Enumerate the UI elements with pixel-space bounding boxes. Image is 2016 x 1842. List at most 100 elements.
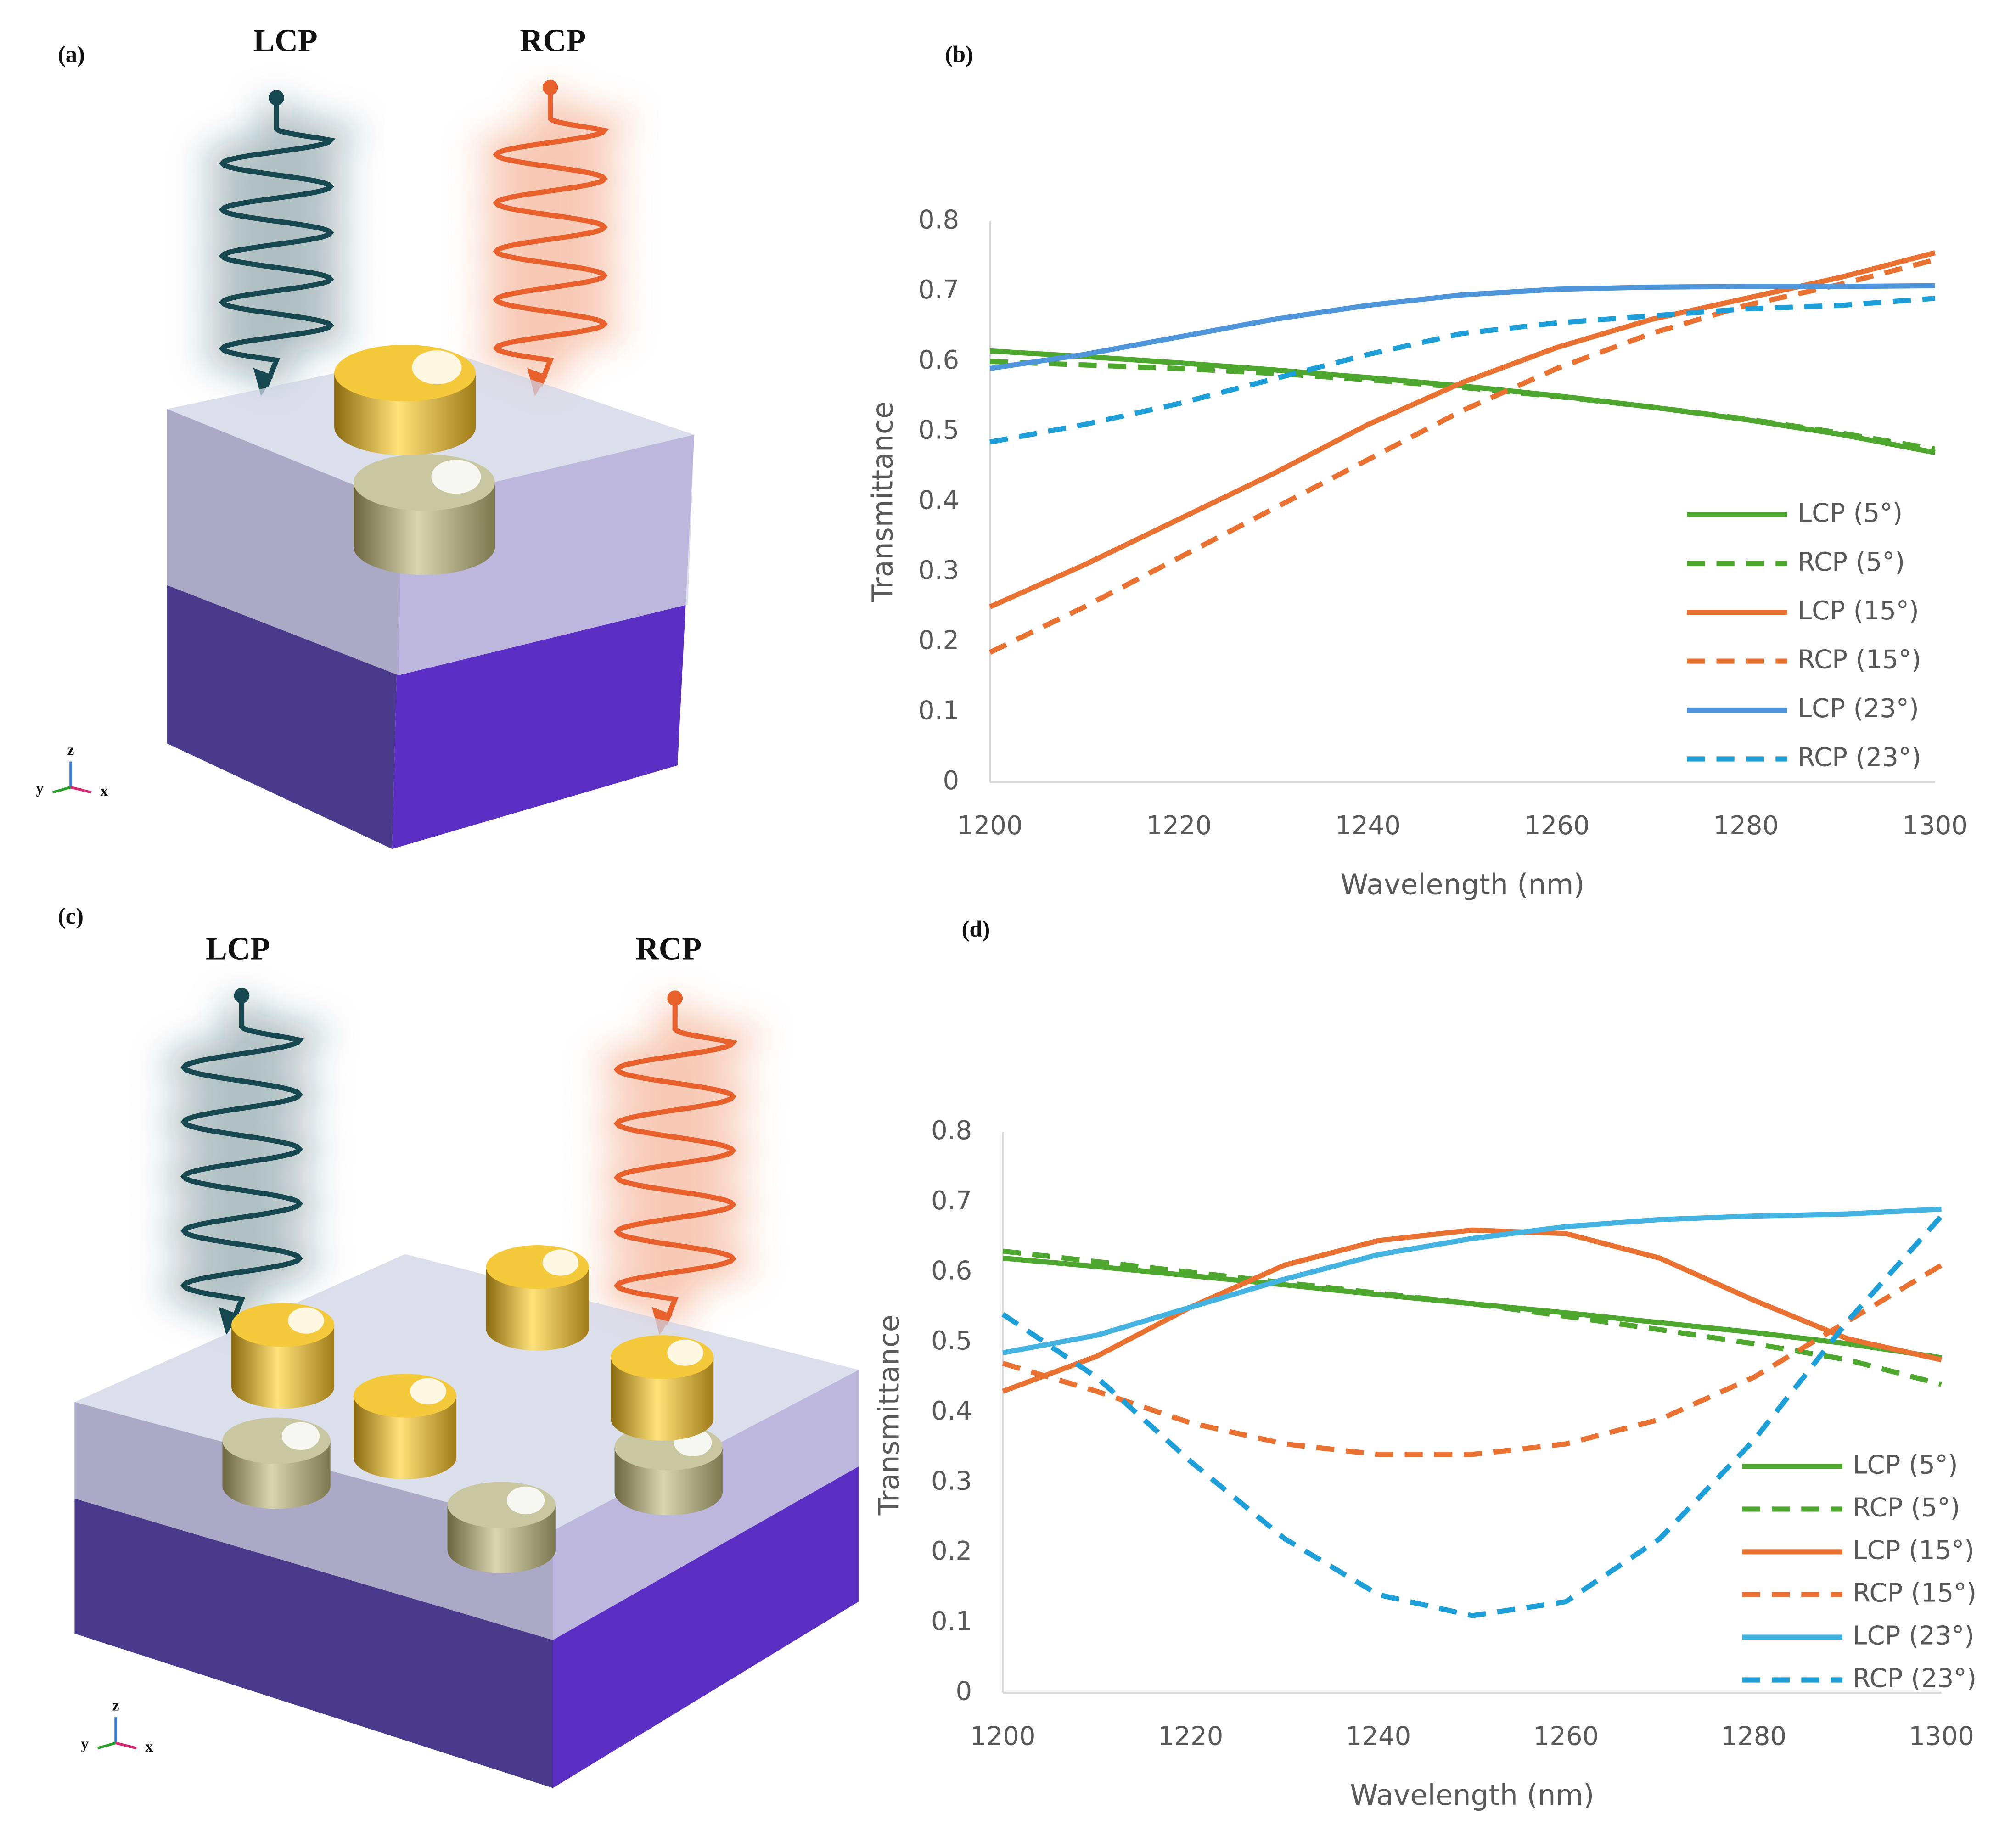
legend-label: RCP (5°): [1797, 547, 1905, 577]
beam: [219, 103, 336, 387]
x-tick-label: 1260: [1524, 811, 1590, 841]
cover-face: [167, 409, 401, 675]
x-tick-label: 1300: [1902, 811, 1968, 841]
series-line: [1002, 1255, 1942, 1360]
x-axis-title: Wavelength (nm): [1350, 1779, 1594, 1812]
x-axis-title: Wavelength (nm): [1340, 868, 1584, 901]
panel-label: (a): [58, 41, 85, 67]
y-tick-label: 0.4: [931, 1396, 972, 1426]
y-tick-label: 0.4: [918, 485, 959, 515]
x-tick-label: 1240: [1335, 811, 1401, 841]
x-tick-label: 1300: [1909, 1722, 1974, 1752]
series-line: [1001, 1214, 1943, 1618]
y-tick-label: 0.2: [918, 626, 959, 656]
x-tick-label: 1200: [957, 811, 1023, 841]
pillar-notch: [506, 1486, 545, 1515]
panel-label: (d): [962, 916, 990, 942]
beam-source: [269, 90, 284, 106]
y-axis-title: Transmittance: [873, 1314, 906, 1516]
pillar-notch: [410, 1378, 446, 1404]
y-tick-label: 0: [943, 766, 959, 796]
beam-label: RCP: [635, 931, 702, 966]
axis-letter: z: [67, 741, 74, 758]
beam-source: [667, 990, 683, 1006]
y-tick-label: 0.2: [931, 1536, 972, 1566]
series-line: [989, 250, 1936, 609]
axis-arrow: [70, 786, 92, 794]
y-tick-label: 0.5: [918, 416, 959, 445]
y-tick-label: 0: [955, 1677, 972, 1707]
axis-letter: x: [100, 783, 108, 800]
pillar-notch: [281, 1422, 320, 1450]
pillar-notch: [431, 460, 481, 494]
arrow-head: [219, 1307, 239, 1336]
pillar: [486, 1267, 589, 1351]
series-line: [1002, 1227, 1942, 1394]
x-tick-label: 1220: [1158, 1722, 1224, 1752]
axis-arrow: [97, 1741, 116, 1750]
pillar-notch: [412, 350, 462, 385]
legend-label: RCP (23°): [1853, 1664, 1977, 1694]
x-tick-label: 1200: [970, 1722, 1036, 1752]
legend-label: LCP (5°): [1797, 498, 1903, 528]
x-tick-label: 1280: [1721, 1722, 1786, 1752]
x-tick-label: 1240: [1346, 1722, 1411, 1752]
y-tick-label: 0.5: [931, 1326, 972, 1356]
beam: [180, 1000, 305, 1326]
legend-label: RCP (23°): [1797, 743, 1921, 773]
y-tick-label: 0.3: [918, 556, 959, 585]
y-tick-label: 0.1: [918, 696, 959, 725]
legend-label: RCP (5°): [1853, 1493, 1960, 1523]
axis-letter: x: [145, 1738, 153, 1755]
series-line: [1002, 1206, 1942, 1355]
legend-label: LCP (15°): [1797, 596, 1919, 626]
legend-label: LCP (5°): [1853, 1450, 1958, 1480]
beam-label: RCP: [520, 23, 586, 58]
legend-label: RCP (15°): [1853, 1578, 1977, 1608]
pillar: [354, 1395, 457, 1479]
beam-source: [234, 988, 250, 1004]
beam: [613, 1003, 738, 1326]
pillar-notch: [288, 1307, 324, 1334]
y-axis-title: Transmittance: [866, 401, 899, 602]
diagram-art: [52, 79, 859, 1788]
axis-letter: y: [81, 1736, 89, 1753]
beam: [493, 92, 610, 387]
series-line: [989, 296, 1935, 445]
axis-letter: z: [112, 1697, 119, 1714]
legend-label: LCP (23°): [1853, 1621, 1974, 1651]
axis-arrow: [115, 1741, 137, 1750]
beam-label: LCP: [206, 931, 270, 966]
pillar-notch: [667, 1339, 703, 1366]
x-tick-label: 1280: [1713, 811, 1779, 841]
panel-label: (c): [58, 903, 84, 929]
beam-label: LCP: [253, 23, 318, 58]
legend-label: LCP (23°): [1797, 694, 1919, 724]
pillar: [611, 1357, 714, 1441]
series-line: [989, 348, 1936, 455]
pillar: [231, 1325, 335, 1409]
legend-label: RCP (15°): [1797, 645, 1921, 675]
x-tick-label: 1260: [1533, 1722, 1599, 1752]
legend-label: LCP (15°): [1853, 1536, 1974, 1566]
series-line: [989, 283, 1935, 371]
y-tick-label: 0.6: [931, 1256, 972, 1286]
beam-source: [542, 79, 558, 95]
arrow-head: [253, 368, 274, 396]
y-tick-label: 0.8: [918, 205, 959, 235]
series-line: [988, 257, 1936, 655]
y-tick-label: 0.7: [918, 275, 959, 305]
y-tick-label: 0.7: [931, 1186, 972, 1216]
y-tick-label: 0.3: [931, 1466, 972, 1496]
axis-arrow: [52, 786, 71, 794]
y-tick-label: 0.6: [918, 345, 959, 375]
y-tick-label: 0.1: [931, 1606, 972, 1636]
series-line: [1002, 1248, 1942, 1387]
panel-label: (b): [945, 41, 973, 67]
series-line: [1002, 1263, 1943, 1457]
y-tick-label: 0.8: [931, 1116, 972, 1146]
x-tick-label: 1220: [1146, 811, 1212, 841]
series-line: [990, 359, 1936, 452]
